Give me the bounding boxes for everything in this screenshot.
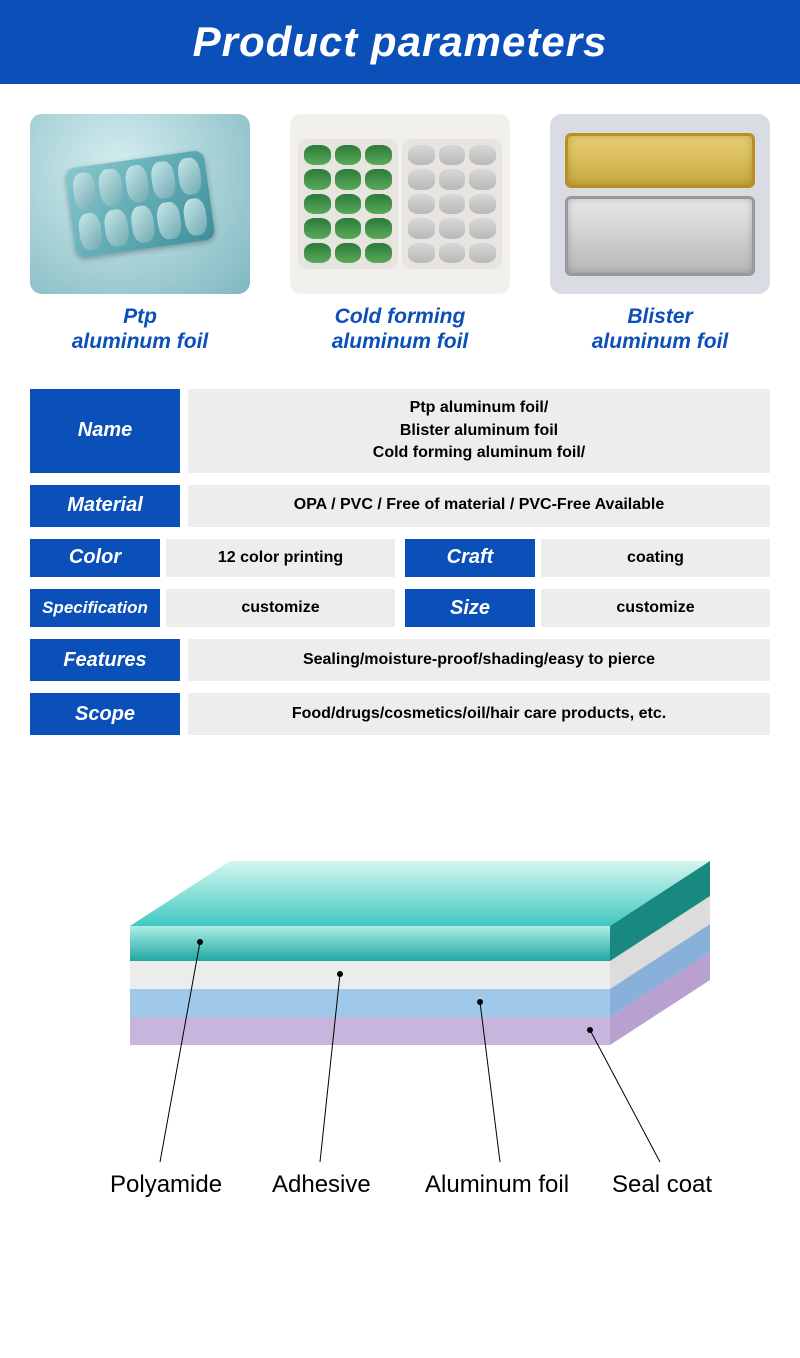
layer-diagram: Polyamide Adhesive Aluminum foil Seal co… (0, 772, 800, 1267)
product-card-cold: Cold formingaluminum foil (280, 114, 520, 354)
product-card-blister: Blisteraluminum foil (540, 114, 780, 354)
layer-label-polyamide: Polyamide (110, 1171, 222, 1198)
layer-polyamide (130, 861, 710, 961)
param-label-craft: Craft (405, 539, 535, 577)
param-row-craft: Craft coating (405, 539, 770, 577)
layer-label-adhesive: Adhesive (272, 1171, 371, 1198)
param-label-spec: Specification (30, 589, 160, 627)
param-value-features: Sealing/moisture-proof/shading/easy to p… (188, 639, 770, 681)
product-label-ptp: Ptpaluminum foil (20, 304, 260, 354)
param-row-spec: Specification customize (30, 589, 395, 627)
product-card-ptp: Ptpaluminum foil (20, 114, 260, 354)
param-value-craft: coating (541, 539, 770, 577)
product-label-cold: Cold formingaluminum foil (280, 304, 520, 354)
param-value-spec: customize (166, 589, 395, 627)
param-row-name: Name Ptp aluminum foil/Blister aluminum … (30, 389, 770, 472)
param-value-name: Ptp aluminum foil/Blister aluminum foilC… (188, 389, 770, 472)
page-title: Product parameters (0, 0, 800, 84)
param-row-size: Size customize (405, 589, 770, 627)
product-image-ptp (30, 114, 250, 294)
param-label-name: Name (30, 389, 180, 472)
layer-label-aluminum: Aluminum foil (425, 1171, 569, 1198)
param-label-color: Color (30, 539, 160, 577)
param-label-scope: Scope (30, 693, 180, 735)
param-row-material: Material OPA / PVC / Free of material / … (30, 485, 770, 527)
param-row-features: Features Sealing/moisture-proof/shading/… (30, 639, 770, 681)
param-label-features: Features (30, 639, 180, 681)
params-table: Name Ptp aluminum foil/Blister aluminum … (0, 364, 800, 772)
param-value-color: 12 color printing (166, 539, 395, 577)
param-value-material: OPA / PVC / Free of material / PVC-Free … (188, 485, 770, 527)
param-label-material: Material (30, 485, 180, 527)
param-value-size: customize (541, 589, 770, 627)
param-label-size: Size (405, 589, 535, 627)
param-row-color: Color 12 color printing (30, 539, 395, 577)
layer-label-sealcoat: Seal coat (612, 1171, 712, 1198)
param-row-scope: Scope Food/drugs/cosmetics/oil/hair care… (30, 693, 770, 735)
products-row: Ptpaluminum foil Col (0, 84, 800, 364)
product-image-blister (550, 114, 770, 294)
layer-diagram-svg: Polyamide Adhesive Aluminum foil Seal co… (50, 802, 750, 1222)
param-value-scope: Food/drugs/cosmetics/oil/hair care produ… (188, 693, 770, 735)
product-label-blister: Blisteraluminum foil (540, 304, 780, 354)
product-image-cold (290, 114, 510, 294)
